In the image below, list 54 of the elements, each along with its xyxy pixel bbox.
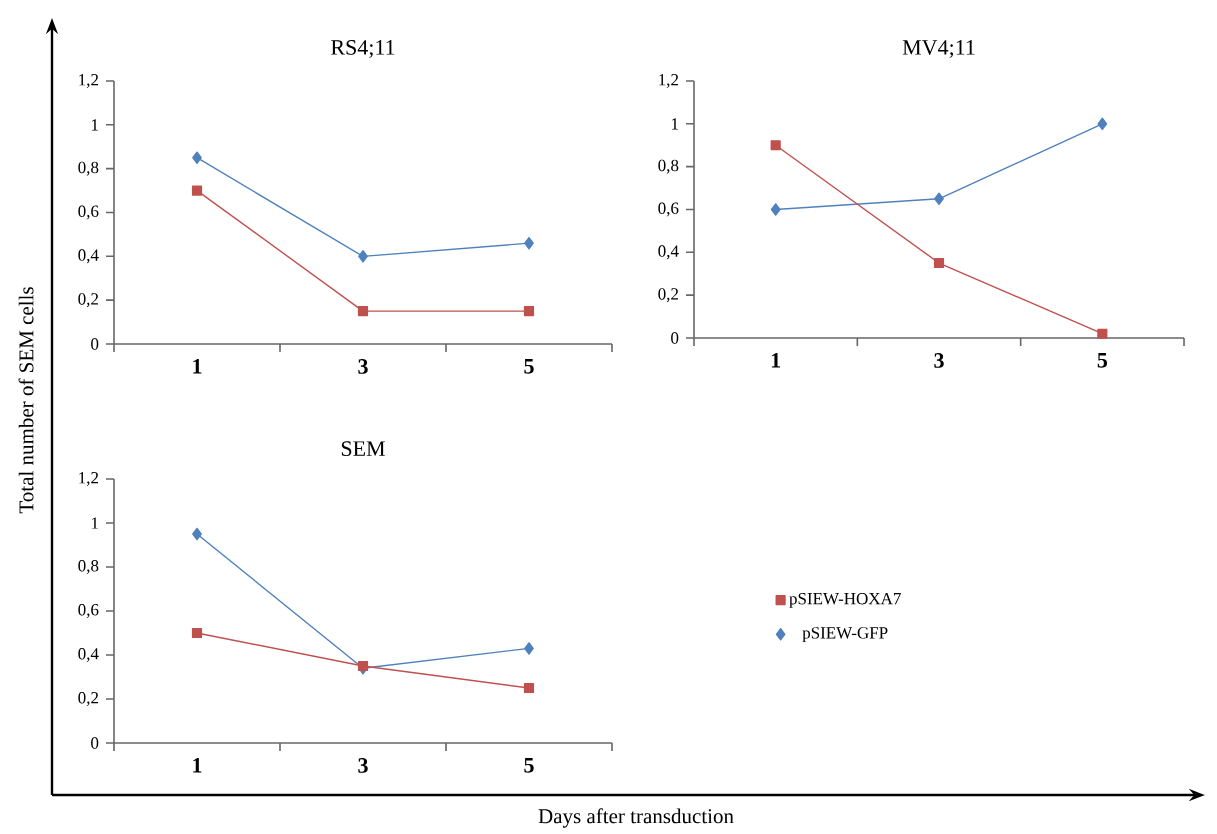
point <box>357 305 369 317</box>
point <box>524 641 534 655</box>
x-tick-label: 5 <box>1097 352 1108 368</box>
point <box>191 627 203 638</box>
point <box>770 140 781 151</box>
point <box>933 257 945 268</box>
y-tick-label: 1,2 <box>79 471 99 486</box>
y-tick-label: 0,2 <box>658 288 679 302</box>
y-tick-label: 0,4 <box>78 249 99 264</box>
y-tick-label: 1 <box>91 517 98 529</box>
point <box>192 151 202 164</box>
x-tick-label: 5 <box>524 757 534 773</box>
x-tick-label: 3 <box>934 352 944 368</box>
chart-title: MV4;11 <box>902 39 975 58</box>
y-tick-label: 0 <box>91 338 99 350</box>
x-tick-label: 3 <box>358 757 368 773</box>
legend-label: pSIEW-GFP <box>802 627 888 642</box>
chart-title: RS4;11 <box>331 39 395 58</box>
y-tick-label: 0,8 <box>78 161 99 176</box>
chart-title: SEM <box>341 441 385 456</box>
x-tick-label: 1 <box>193 757 202 773</box>
x-tick-label: 1 <box>193 358 202 374</box>
x-tick-label: 1 <box>771 352 781 368</box>
y-tick-label: 0,2 <box>78 293 99 307</box>
point <box>1097 117 1108 130</box>
legend-label: pSIEW-HOXA7 <box>789 592 901 608</box>
y-tick-label: 0,2 <box>78 691 99 706</box>
y-tick-label: 1 <box>671 118 678 130</box>
y-tick-label: 0,6 <box>658 202 679 217</box>
y-tick-label: 0,6 <box>78 205 99 220</box>
y-tick-label: 1 <box>91 119 98 131</box>
y-tick-label: 0 <box>671 332 679 344</box>
y-tick-label: 0,8 <box>78 559 99 574</box>
x-tick-label: 3 <box>358 358 368 374</box>
y-tick-label: 1,2 <box>659 73 679 88</box>
y-tick-label: 0,4 <box>78 647 99 662</box>
point <box>357 660 369 671</box>
x-axis-title: Days after transduction <box>538 808 734 828</box>
point <box>358 249 368 263</box>
point <box>192 527 202 541</box>
point <box>524 236 534 250</box>
y-tick-label: 0,8 <box>658 159 679 174</box>
y-axis-title: Total number of SEM cells <box>18 287 34 514</box>
y-tick-label: 0,6 <box>78 603 99 618</box>
point <box>523 305 535 317</box>
y-tick-label: 0 <box>91 737 99 749</box>
point <box>523 682 535 693</box>
y-tick-label: 0,4 <box>658 245 679 260</box>
point <box>934 192 944 205</box>
point <box>191 185 203 196</box>
x-tick-label: 5 <box>524 358 534 374</box>
point <box>1097 328 1108 339</box>
y-tick-label: 1,2 <box>79 73 99 88</box>
point <box>770 203 781 216</box>
